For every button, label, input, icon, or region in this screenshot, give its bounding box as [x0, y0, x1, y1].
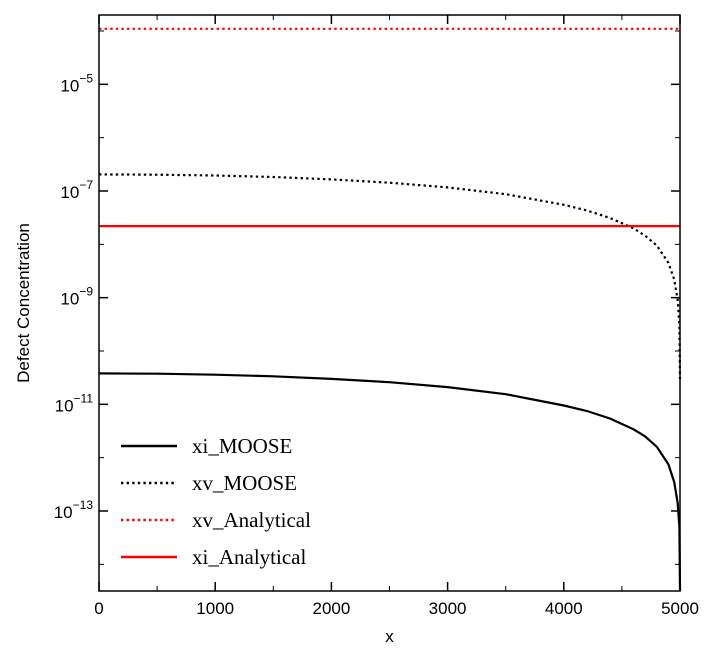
x-tick-label: 3000	[429, 599, 467, 618]
series-line-xv-moose	[98, 173, 682, 379]
legend: xi_MOOSE xv_MOOSE xv_Analytical xi_Analytic…	[121, 434, 311, 569]
x-axis-title: x	[385, 627, 394, 646]
x-tick-label: 2000	[312, 599, 350, 618]
legend-label-xv-moose: xv_MOOSE	[192, 471, 297, 495]
ticks-layer: 0 1000 2000 3000 4000 5000 10−5 10−7 10−9 10−11 10…	[54, 15, 699, 618]
series-layer	[98, 27, 682, 592]
series-line-xi-moose	[98, 372, 682, 592]
y-tick-label: 10−7	[60, 178, 93, 202]
legend-label-xi-analytical: xi_Analytical	[192, 545, 306, 569]
legend-label-xv-analytical: xv_Analytical	[192, 508, 311, 532]
y-tick-label: 10−13	[54, 498, 94, 522]
x-tick-label: 1000	[196, 599, 234, 618]
y-axis-title: Defect Concentration	[14, 223, 33, 383]
legend-label-xi-moose: xi_MOOSE	[192, 434, 292, 458]
x-tick-label: 4000	[545, 599, 583, 618]
y-tick-label: 10−5	[60, 71, 93, 95]
x-tick-label: 5000	[661, 599, 699, 618]
y-tick-label: 10−11	[55, 391, 94, 415]
y-tick-label: 10−9	[60, 285, 93, 309]
x-tick-label: 0	[94, 599, 103, 618]
